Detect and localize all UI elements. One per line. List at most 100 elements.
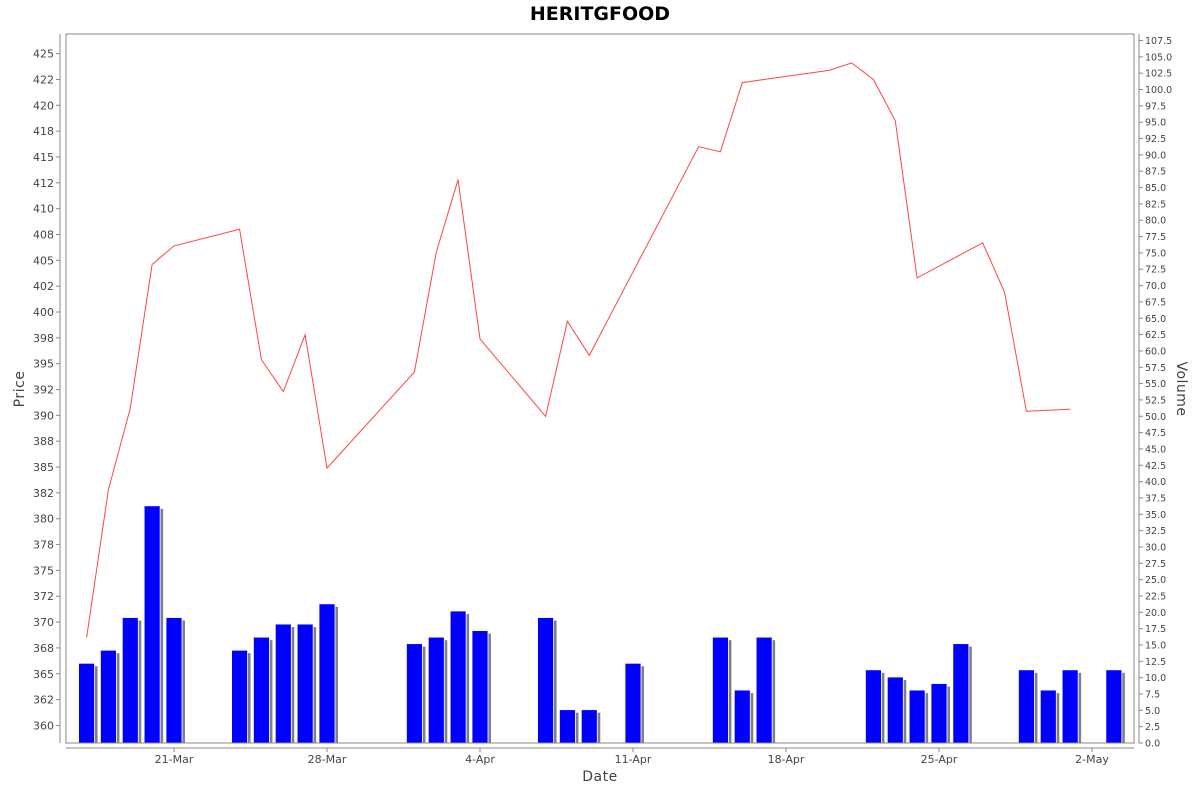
x-axis-title: Date	[582, 769, 617, 785]
price-line	[86, 62, 1071, 638]
volume-tick-label: 0.0	[1145, 739, 1160, 750]
price-tick-label: 402	[33, 280, 54, 293]
volume-tick-label: 102.5	[1145, 69, 1172, 80]
price-tick-label: 420	[33, 99, 54, 112]
volume-bar	[1105, 669, 1123, 744]
volume-tick-label: 20.0	[1145, 608, 1166, 619]
volume-bar	[121, 617, 139, 744]
price-tick-label: 418	[33, 125, 54, 138]
volume-tick-label: 30.0	[1145, 542, 1166, 553]
volume-bar	[1039, 689, 1057, 744]
price-tick-label: 370	[33, 616, 54, 629]
date-tick-label: 2-May	[1075, 753, 1109, 766]
volume-tick-label: 27.5	[1145, 559, 1166, 570]
price-tick-label: 385	[33, 461, 54, 474]
volume-axis: 0.0 2.5 5.0 7.5 10.0 12.5 15.0 17.5 20.0 22.5 25.0…	[1138, 34, 1172, 750]
volume-bar	[165, 617, 183, 744]
price-tick-label: 390	[33, 409, 54, 422]
volume-bar	[253, 636, 270, 744]
volume-tick-label: 95.0	[1145, 118, 1166, 129]
price-tick-label: 388	[33, 435, 54, 448]
volume-bar	[318, 603, 336, 744]
volume-bar	[886, 676, 904, 744]
price-tick-label: 408	[33, 229, 54, 242]
price-tick-label: 395	[33, 358, 54, 371]
volume-tick-label: 10.0	[1145, 673, 1166, 684]
volume-tick-label: 7.5	[1145, 689, 1160, 700]
volume-bars	[78, 505, 1125, 744]
volume-tick-label: 42.5	[1145, 461, 1166, 472]
volume-tick-label: 70.0	[1145, 281, 1166, 292]
volume-tick-label: 35.0	[1145, 510, 1166, 521]
price-tick-label: 365	[33, 668, 54, 681]
volume-tick-label: 92.5	[1145, 134, 1166, 145]
volume-tick-label: 60.0	[1145, 346, 1166, 357]
volume-tick-label: 40.0	[1145, 477, 1166, 488]
volume-tick-label: 85.0	[1145, 183, 1166, 194]
price-tick-label: 415	[33, 151, 54, 164]
price-axis: 360 362 365 368 370 372 375 378 380 382 385 388 390 3…	[33, 34, 61, 743]
date-axis: 21-Mar 28-Mar 4-Apr 11-Apr 18-Apr 25-Apr 2-May	[66, 747, 1134, 766]
volume-bar	[755, 636, 773, 744]
date-tick-label: 11-Apr	[615, 753, 652, 766]
price-tick-label: 368	[33, 642, 54, 655]
volume-tick-label: 57.5	[1145, 363, 1166, 374]
volume-tick-label: 90.0	[1145, 150, 1166, 161]
price-tick-label: 372	[33, 590, 54, 603]
volume-tick-label: 25.0	[1145, 575, 1166, 586]
volume-tick-label: 17.5	[1145, 624, 1166, 635]
price-tick-label: 400	[33, 306, 54, 319]
price-tick-label: 405	[33, 254, 54, 267]
volume-bar	[537, 617, 554, 744]
volume-tick-label: 100.0	[1145, 85, 1172, 96]
volume-tick-label: 77.5	[1145, 232, 1166, 243]
price-tick-label: 360	[33, 719, 54, 732]
price-tick-label: 378	[33, 539, 54, 552]
volume-tick-label: 37.5	[1145, 493, 1166, 504]
volume-bar	[712, 636, 729, 744]
price-tick-label: 382	[33, 487, 54, 500]
price-tick-label: 422	[33, 73, 54, 86]
volume-axis-title: Volume	[1173, 361, 1189, 416]
volume-tick-label: 47.5	[1145, 428, 1166, 439]
volume-bar	[580, 709, 598, 744]
price-tick-label: 398	[33, 332, 54, 345]
volume-tick-label: 22.5	[1145, 591, 1166, 602]
volume-tick-label: 5.0	[1145, 706, 1160, 717]
volume-tick-label: 62.5	[1145, 330, 1166, 341]
volume-bar	[78, 662, 95, 744]
volume-bar	[624, 662, 642, 744]
plot-area-border	[65, 33, 1135, 744]
chart-title: HERITGFOOD	[530, 3, 670, 25]
volume-tick-label: 105.0	[1145, 52, 1172, 63]
volume-tick-label: 32.5	[1145, 526, 1166, 537]
date-tick-label: 28-Mar	[308, 753, 347, 766]
volume-bar	[274, 623, 292, 744]
price-tick-label: 375	[33, 564, 54, 577]
volume-bar	[952, 643, 970, 744]
volume-bar	[427, 636, 445, 744]
price-line-layer	[86, 62, 1071, 638]
price-tick-label: 392	[33, 384, 54, 397]
volume-tick-label: 2.5	[1145, 722, 1160, 733]
volume-bar	[296, 623, 314, 744]
volume-bar	[471, 630, 489, 744]
volume-tick-label: 65.0	[1145, 314, 1166, 325]
volume-tick-label: 82.5	[1145, 199, 1166, 210]
volume-tick-label: 75.0	[1145, 248, 1166, 259]
volume-tick-label: 15.0	[1145, 640, 1166, 651]
price-tick-label: 410	[33, 203, 54, 216]
date-tick-label: 21-Mar	[155, 753, 194, 766]
volume-tick-label: 67.5	[1145, 297, 1166, 308]
volume-bar	[1018, 669, 1035, 744]
price-tick-label: 380	[33, 513, 54, 526]
date-tick-label: 25-Apr	[921, 753, 958, 766]
price-tick-label: 362	[33, 694, 54, 707]
volume-tick-label: 52.5	[1145, 395, 1166, 406]
volume-tick-label: 12.5	[1145, 657, 1166, 668]
volume-bar	[231, 649, 248, 744]
volume-tick-label: 97.5	[1145, 101, 1166, 112]
volume-tick-label: 107.5	[1145, 36, 1172, 47]
volume-tick-label: 72.5	[1145, 265, 1166, 276]
